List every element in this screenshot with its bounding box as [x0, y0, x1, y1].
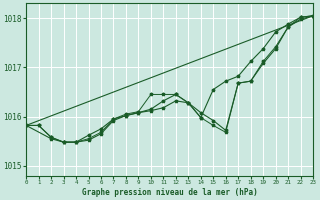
X-axis label: Graphe pression niveau de la mer (hPa): Graphe pression niveau de la mer (hPa)	[82, 188, 258, 197]
